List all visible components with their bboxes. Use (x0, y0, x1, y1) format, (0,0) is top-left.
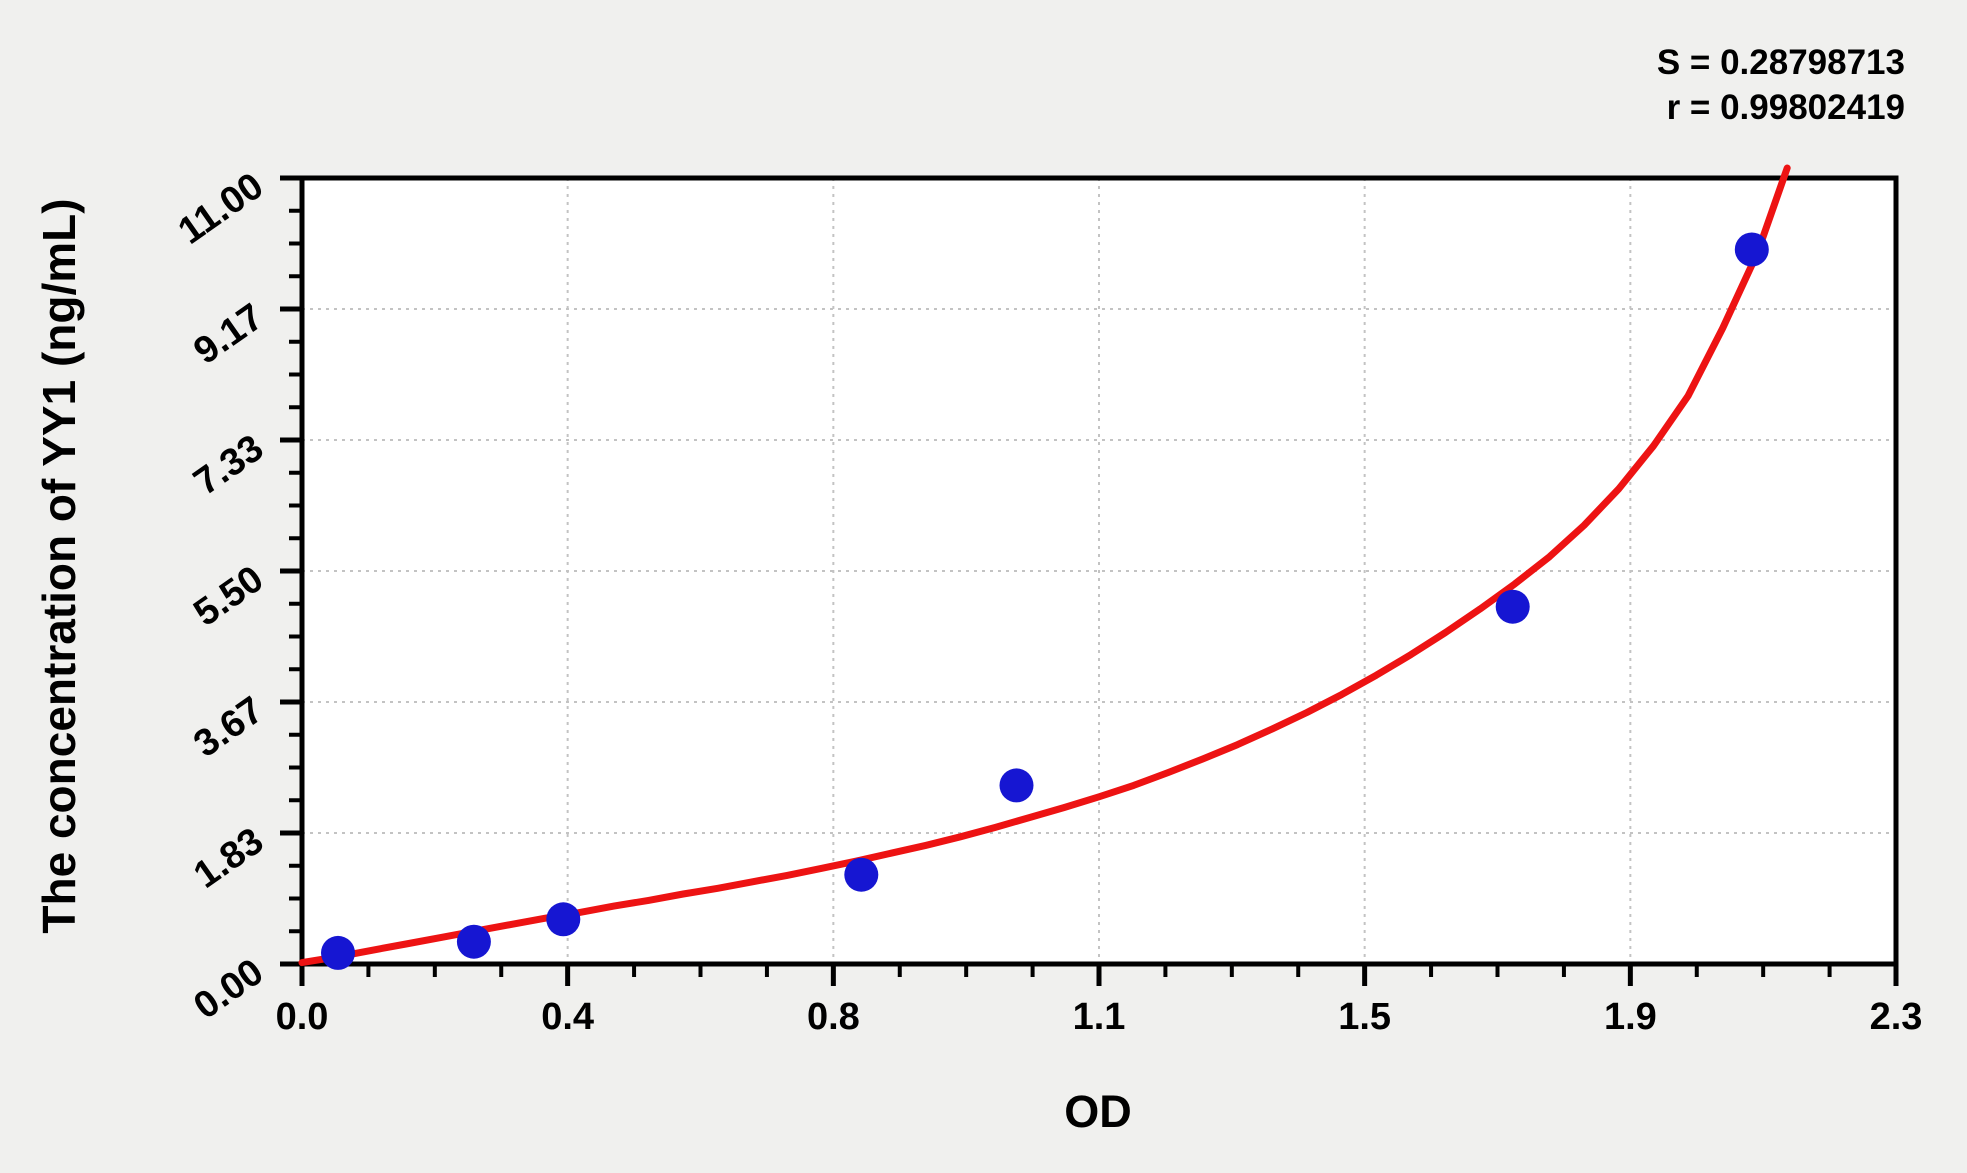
fit-statistics: S = 0.28798713 r = 0.99802419 (1657, 40, 1905, 130)
data-point (456, 924, 491, 959)
y-tick-label: 0.00 (186, 951, 271, 1028)
y-tick-label: 1.83 (186, 820, 271, 897)
x-tick-label: 0.8 (807, 996, 860, 1038)
y-tick-label: 5.50 (186, 558, 271, 635)
data-point (1495, 589, 1530, 624)
data-point (321, 935, 355, 970)
y-tick-label: 11.00 (171, 165, 271, 253)
x-tick-label: 1.1 (1073, 996, 1126, 1038)
x-tick-label: 2.3 (1870, 996, 1923, 1038)
x-axis-title: OD (1064, 1086, 1132, 1137)
x-tick-label: 1.9 (1604, 996, 1657, 1038)
y-tick-label: 3.67 (186, 689, 271, 766)
y-axis-title: The concentration of YY1 (ng/mL) (33, 198, 85, 934)
fit-r-value: r = 0.99802419 (1666, 88, 1905, 127)
x-tick-label: 1.5 (1338, 996, 1391, 1038)
data-point (999, 768, 1034, 803)
fit-s-value: S = 0.28798713 (1656, 43, 1905, 82)
x-tick-label: 0.4 (541, 996, 594, 1038)
data-point (546, 902, 581, 937)
y-tick-label: 7.33 (186, 427, 271, 504)
y-tick-label: 9.17 (186, 296, 271, 373)
data-point (844, 857, 879, 892)
x-tick-label: 0.0 (276, 996, 329, 1038)
data-point (1734, 232, 1769, 267)
